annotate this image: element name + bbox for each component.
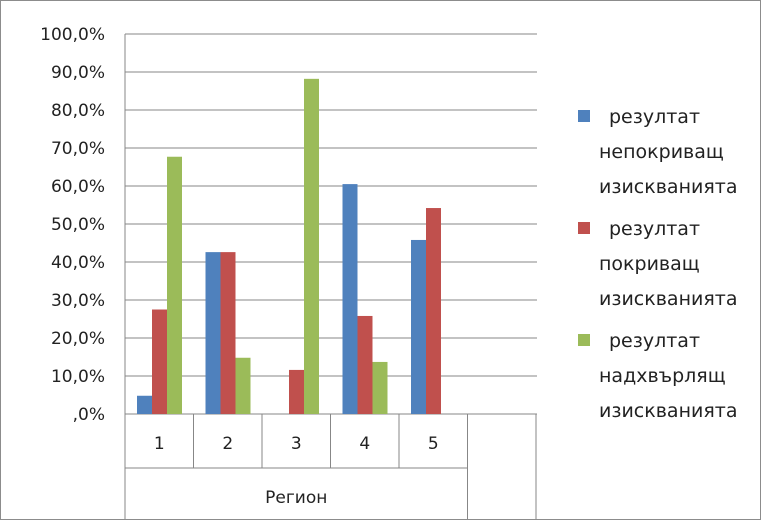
legend-label: непокриващ [599,141,724,163]
legend-label: резултат [609,330,700,352]
bar [205,252,221,414]
bar [167,156,182,415]
x-category-label: 3 [291,434,302,454]
y-tick-label: 20,0% [51,329,105,349]
legend-swatch [578,110,590,122]
x-category-label: 2 [222,434,233,454]
y-tick-label: 100,0% [40,25,105,45]
legend-label: надхвърлящ [599,365,726,387]
legend-label: изискванията [599,176,737,198]
y-tick-label: 70,0% [51,139,105,159]
bar [411,239,426,414]
bar [357,315,373,414]
bar [220,252,236,414]
legend-label: резултат [609,218,700,240]
y-tick-label: 50,0% [51,215,105,235]
bar [289,369,304,414]
bar [342,184,358,414]
y-tick-label: 30,0% [51,291,105,311]
y-tick-label: 90,0% [51,63,105,83]
y-tick-label: 60,0% [51,177,105,197]
bar [152,309,167,414]
bar [372,361,388,414]
legend-label: резултат [609,106,700,128]
legend-label: покриващ [599,253,700,275]
x-category-label: 4 [359,434,370,454]
bar [426,208,441,414]
x-category-label: 1 [154,434,165,454]
legend-label: изискванията [599,400,737,422]
bar [137,395,152,414]
legend-swatch [578,222,590,234]
legend-label: изискванията [599,288,737,310]
y-tick-label: 80,0% [51,101,105,121]
y-tick-label: ,0% [73,405,105,425]
y-tick-label: 40,0% [51,253,105,273]
y-tick-label: 10,0% [51,367,105,387]
bar [235,357,251,414]
x-axis-title: Регион [265,488,327,508]
bar [304,78,319,414]
x-category-label: 5 [428,434,439,454]
legend-swatch [578,334,590,346]
